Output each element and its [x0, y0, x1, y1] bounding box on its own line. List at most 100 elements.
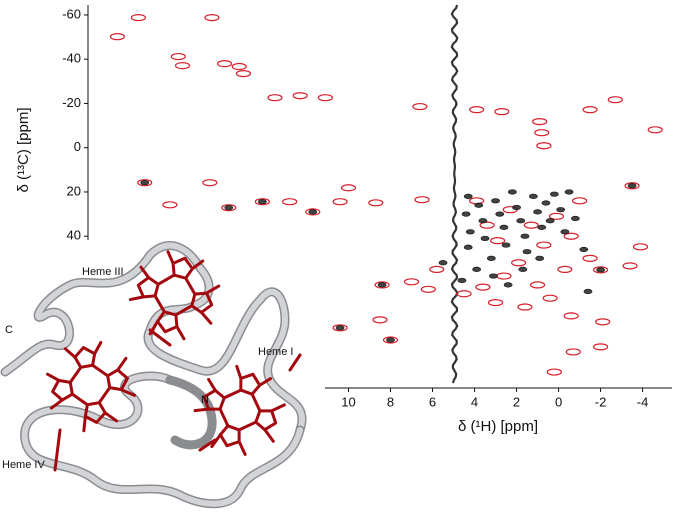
peak — [292, 92, 308, 100]
peak — [490, 237, 506, 245]
peak — [480, 235, 490, 242]
peak — [474, 202, 484, 208]
peak — [377, 282, 387, 288]
peak — [516, 218, 526, 224]
peak — [109, 33, 126, 41]
peak — [501, 242, 511, 248]
peak — [563, 312, 579, 320]
peak — [570, 215, 580, 222]
peak — [511, 259, 527, 267]
peak — [532, 118, 548, 126]
x-tick-label: 10 — [341, 394, 355, 409]
x-tick-label: 0 — [555, 394, 562, 409]
peak — [583, 288, 593, 295]
peak — [582, 106, 598, 114]
protein-structure: Heme III C Heme I N Heme IV — [0, 241, 307, 509]
annotation: Heme III — [82, 266, 124, 278]
peak — [592, 266, 609, 274]
peak — [235, 69, 252, 78]
peak — [533, 209, 542, 215]
x-tick-label: -4 — [637, 394, 649, 409]
peak — [499, 224, 509, 230]
peak — [130, 14, 147, 22]
x-tick-label: 2 — [513, 394, 520, 409]
peak — [420, 285, 436, 293]
peak — [522, 249, 532, 255]
peak — [267, 94, 283, 102]
peak — [414, 196, 430, 204]
peak — [469, 106, 485, 114]
peak — [335, 325, 345, 331]
peak — [463, 244, 473, 250]
water-ridge — [450, 4, 459, 384]
peak — [512, 204, 521, 211]
peak — [204, 14, 220, 22]
peak — [565, 348, 581, 356]
peak — [456, 290, 472, 298]
peak — [475, 283, 491, 291]
annotation: N — [201, 394, 209, 406]
peak — [403, 278, 420, 286]
peak — [536, 142, 552, 150]
peak — [536, 241, 552, 249]
peak — [231, 62, 247, 71]
peak — [523, 221, 539, 229]
peak — [546, 368, 562, 376]
peak — [491, 198, 500, 204]
peak — [340, 184, 357, 192]
peak — [457, 277, 467, 284]
y-tick-label: 20 — [67, 183, 81, 198]
peak — [534, 129, 550, 137]
peak — [382, 336, 399, 344]
peak — [305, 208, 321, 216]
peak — [368, 199, 384, 207]
peak — [592, 343, 609, 351]
peak — [529, 281, 546, 289]
peak — [282, 198, 298, 206]
peak — [520, 233, 530, 239]
y-tick-label: 0 — [74, 139, 81, 154]
peak — [563, 232, 579, 240]
peak — [202, 179, 218, 187]
peak — [386, 337, 395, 343]
peak — [216, 60, 233, 68]
peak — [374, 281, 390, 289]
peak — [528, 193, 538, 199]
peak — [537, 224, 547, 230]
annotation: Heme IV — [2, 459, 45, 471]
peak — [461, 211, 471, 217]
peak — [557, 265, 573, 274]
peak — [495, 211, 505, 217]
y-tick-label: -40 — [62, 51, 81, 66]
x-tick-label: 6 — [429, 394, 436, 409]
peak — [438, 260, 448, 266]
peak — [541, 200, 551, 206]
peak — [257, 199, 267, 205]
x-tick-label: -2 — [595, 394, 607, 409]
peak — [174, 62, 191, 70]
peak — [548, 212, 565, 220]
peak — [224, 205, 234, 211]
peak — [517, 303, 533, 311]
peak — [308, 209, 318, 215]
peak — [535, 255, 545, 261]
peak — [137, 179, 153, 187]
x-tick-label: 8 — [387, 394, 394, 409]
peak — [622, 262, 638, 270]
peak — [556, 207, 566, 213]
y-axis-label: δ (¹³C) [ppm] — [15, 107, 32, 192]
peak — [254, 198, 270, 206]
peak — [170, 52, 186, 61]
peak — [221, 204, 237, 212]
peak — [162, 201, 178, 209]
peak — [496, 272, 512, 280]
peak — [507, 189, 517, 195]
annotation: Heme I — [258, 346, 293, 358]
peak — [647, 126, 663, 134]
peak — [486, 255, 496, 261]
peak — [412, 102, 428, 111]
peak — [463, 193, 473, 199]
peak — [489, 273, 498, 279]
peak — [579, 246, 589, 253]
